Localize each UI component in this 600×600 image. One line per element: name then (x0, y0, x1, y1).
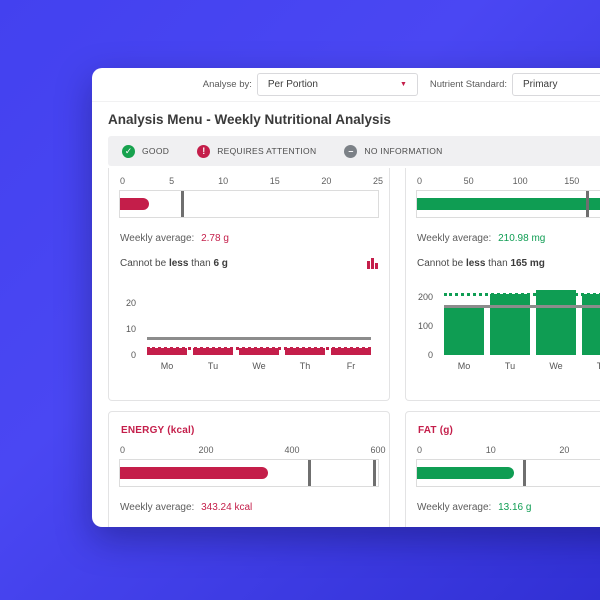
nutrient-standard-select[interactable]: Primary ▼ (512, 73, 600, 96)
nutrient-panel-2: 050100150200250 Weekly average: 210.98 m… (405, 168, 600, 401)
daily-bar-chart-2: 0100200MoTuWeThFr (416, 278, 600, 375)
nutrient-panel-1: 0 5 10 15 20 25 Weekly average: 2.78 g Cannot… (108, 168, 390, 401)
threshold-line (147, 337, 371, 341)
weekly-average-row: Weekly average: 2.78 g (120, 233, 378, 244)
gauge-threshold-marker (372, 460, 376, 486)
gauge-axis: 0 5 10 15 20 25 (120, 176, 384, 186)
legend-no-information-label: NO INFORMATION (364, 146, 443, 156)
weekly-average-value: 343.24 kcal (201, 502, 253, 513)
gauge-fat: 0102030 (416, 445, 600, 487)
panel-title: ENERGY (kcal) (121, 425, 195, 436)
gauge-threshold-marker (586, 191, 590, 217)
gauge-threshold-marker (522, 460, 526, 486)
weekly-average-value: 210.98 mg (498, 233, 546, 244)
weekly-average-row: Weekly average: 13.16 g (417, 502, 600, 513)
rule-row: Cannot be less than 6 g (120, 258, 378, 269)
legend-item-no-information: – NO INFORMATION (344, 144, 443, 158)
day-bar-We (239, 348, 279, 355)
legend-attention-label: REQUIRES ATTENTION (217, 146, 317, 156)
gauge-1: 0 5 10 15 20 25 (119, 176, 384, 218)
analyse-by-label: Analyse by: (202, 79, 252, 90)
page-title: Analysis Menu - Weekly Nutritional Analy… (108, 112, 391, 127)
threshold-line (444, 305, 600, 309)
gauge-axis: 050100150200250 (417, 176, 580, 186)
analyse-by-value: Per Portion (267, 79, 318, 90)
weekly-average-label: Weekly average: (417, 502, 492, 513)
weekly-average-value: 2.78 g (201, 233, 229, 244)
panel-fat: FAT (g) 0102030 Weekly average: 13.16 g (405, 411, 600, 527)
day-bar-Tu (193, 348, 233, 355)
average-dotted-line (147, 346, 371, 350)
weekly-average-label: Weekly average: (120, 502, 195, 513)
gauge-value-bar (417, 198, 600, 210)
gauge-track (119, 190, 379, 218)
gauge-value-bar (120, 467, 268, 479)
legend-good-label: GOOD (142, 146, 170, 156)
toolbar: Analyse by: Per Portion ▼ Nutrient Stand… (92, 68, 600, 102)
gauge-track (119, 459, 379, 487)
legend-item-good: ✓ GOOD (122, 144, 170, 158)
gauge-track (416, 459, 600, 487)
gauge-threshold-marker (308, 460, 312, 486)
bar-chart-toggle-icon[interactable] (367, 258, 378, 269)
daily-bar-chart-1: 0 10 20 Mo Tu We Th Fr (119, 278, 379, 375)
gauge-value-bar (417, 467, 514, 479)
analysis-window: Analyse by: Per Portion ▼ Nutrient Stand… (92, 68, 600, 527)
nutrient-standard-label: Nutrient Standard: (429, 79, 507, 90)
day-bar-Mo (147, 348, 187, 355)
weekly-average-label: Weekly average: (120, 233, 195, 244)
average-dotted-line (444, 293, 600, 297)
gauge-threshold-marker (180, 191, 184, 217)
nutrient-standard-value: Primary (523, 79, 558, 90)
day-bar-Th (285, 348, 325, 355)
chevron-down-icon: ▼ (399, 81, 407, 88)
weekly-average-value: 13.16 g (498, 502, 532, 513)
weekly-average-row: Weekly average: 343.24 kcal (120, 502, 378, 513)
no-information-minus-icon: – (344, 144, 358, 158)
gauge-value-bar (120, 198, 149, 210)
day-bar-Th (582, 293, 600, 355)
day-bar-Mo (444, 307, 484, 355)
gauge-axis: 0 200 400 600 (120, 445, 386, 455)
gauge-2: 050100150200250 (416, 176, 600, 218)
gauge-track (416, 190, 600, 218)
day-bar-Fr (331, 348, 371, 355)
rule-row: Cannot be less than 165 mg (417, 258, 600, 269)
rule-text: Cannot be less than 165 mg (417, 258, 545, 269)
panel-title: FAT (g) (418, 425, 454, 436)
legend-item-requires-attention: ! REQUIRES ATTENTION (197, 144, 317, 158)
status-legend: ✓ GOOD ! REQUIRES ATTENTION – NO INFORMA… (108, 136, 600, 166)
weekly-average-row: Weekly average: 210.98 mg (417, 233, 600, 244)
panels-grid: 0 5 10 15 20 25 Weekly average: 2.78 g Cannot… (92, 168, 600, 527)
analyse-by-select[interactable]: Per Portion ▼ (256, 73, 418, 96)
attention-exclamation-icon: ! (197, 144, 211, 158)
day-bar-We (536, 290, 576, 355)
gauge-axis: 0102030 (417, 445, 570, 455)
gauge-energy: 0 200 400 600 (119, 445, 386, 487)
rule-text: Cannot be less than 6 g (120, 258, 228, 269)
weekly-average-label: Weekly average: (417, 233, 492, 244)
day-bar-Tu (490, 293, 530, 355)
good-check-icon: ✓ (122, 144, 135, 158)
panel-energy: ENERGY (kcal) 0 200 400 600 Weekly average:… (108, 411, 390, 527)
